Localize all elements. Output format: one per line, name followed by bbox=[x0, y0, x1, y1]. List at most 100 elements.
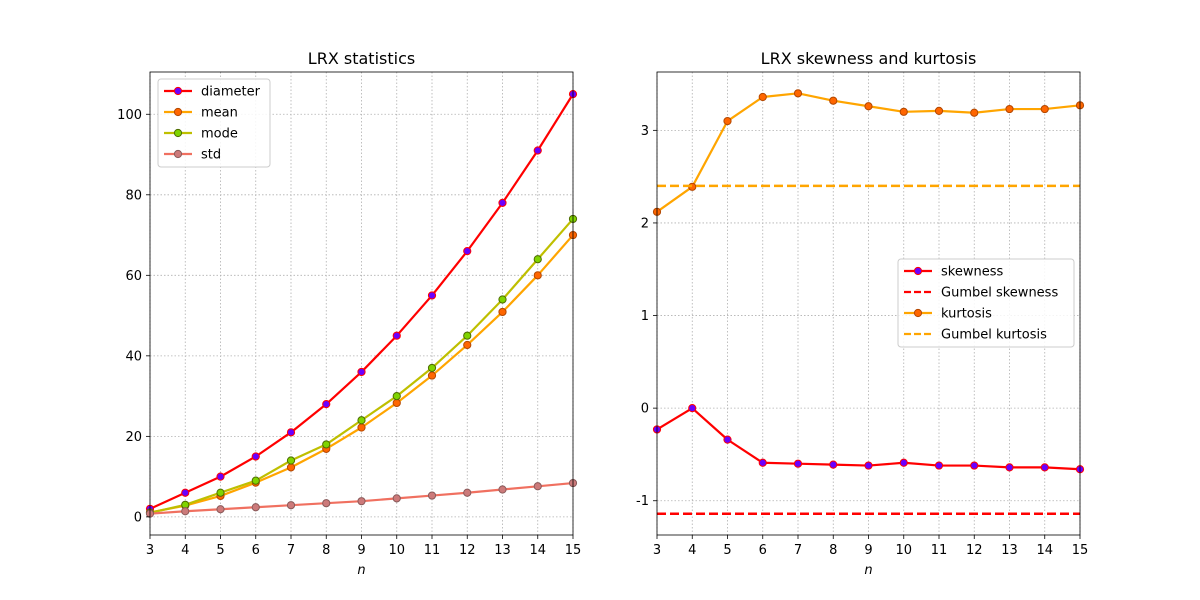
y-tick-label: 100 bbox=[117, 108, 142, 123]
x-tick-label: 8 bbox=[322, 543, 330, 558]
series-mean-point bbox=[427, 371, 437, 380]
series-std-point bbox=[322, 499, 331, 508]
series-kurtosis-point bbox=[970, 108, 979, 117]
series-mode-point bbox=[427, 363, 437, 373]
series-mean-point bbox=[533, 271, 542, 280]
x-tick-label: 4 bbox=[181, 543, 189, 558]
x-tick-label: 13 bbox=[494, 543, 511, 558]
series-mode-point bbox=[322, 440, 331, 449]
x-tick-label: 7 bbox=[287, 543, 295, 558]
series-skewness-point bbox=[899, 458, 908, 467]
y-tick-label: 2 bbox=[641, 216, 649, 231]
y-tick-label: 40 bbox=[125, 349, 142, 364]
legend-entry: skewness bbox=[904, 265, 1003, 280]
series-std-point bbox=[427, 491, 437, 500]
series-mean-point bbox=[357, 423, 366, 432]
chart-lrx-statistics: 3 4 5 6 7 8 9 10 11 12 13 14 15 0 20 40 60 80 100 LRX stati… bbox=[117, 49, 581, 578]
legend-label: kurtosis bbox=[941, 307, 992, 322]
y-tick-label: 0 bbox=[641, 402, 649, 417]
legend-entry: Gumbel skewness bbox=[904, 286, 1058, 301]
y-tick-label: 1 bbox=[641, 309, 649, 324]
series-skewness-point bbox=[793, 459, 803, 468]
x-axis-label: n bbox=[864, 563, 872, 578]
series-mode-point bbox=[216, 488, 225, 497]
x-tick-label: 10 bbox=[895, 543, 912, 558]
series-diameter-point bbox=[427, 291, 437, 300]
series-mean-point bbox=[498, 307, 507, 317]
legend-swatch-marker bbox=[173, 86, 183, 96]
series-skewness-point bbox=[688, 404, 697, 413]
x-tick-label: 6 bbox=[759, 543, 767, 558]
legend-swatch-marker bbox=[913, 266, 923, 276]
series-std-point bbox=[498, 485, 507, 494]
y-tick-label: -1 bbox=[636, 494, 649, 509]
series-kurtosis-point bbox=[723, 116, 732, 126]
series-mean-point bbox=[286, 463, 296, 472]
legend-label: diameter bbox=[201, 85, 261, 100]
legend-entry: std bbox=[164, 148, 221, 163]
series-mode-point bbox=[251, 476, 260, 485]
series-diameter-point bbox=[357, 367, 366, 377]
series-kurtosis-point bbox=[1040, 104, 1049, 114]
series-diameter-point bbox=[392, 331, 401, 340]
series-diameter-point bbox=[216, 472, 225, 481]
legend-box bbox=[157, 78, 271, 168]
series-skewness-line bbox=[656, 407, 1081, 471]
series-mean-point bbox=[463, 340, 472, 350]
legend-entry: mode bbox=[164, 127, 238, 142]
series-skewness-point bbox=[864, 461, 873, 470]
legend-label: mode bbox=[201, 127, 238, 142]
x-tick-label: 7 bbox=[794, 543, 802, 558]
series-std-point bbox=[286, 501, 296, 510]
series-kurtosis-point bbox=[758, 92, 767, 102]
x-tick-label: 12 bbox=[459, 543, 476, 558]
y-tick-label: 3 bbox=[641, 124, 649, 139]
series-kurtosis-point bbox=[899, 107, 908, 116]
series-diameter-point bbox=[533, 146, 542, 155]
x-tick-label: 10 bbox=[388, 543, 405, 558]
series-kurtosis-point bbox=[934, 106, 944, 115]
series-diameter-point bbox=[322, 400, 331, 409]
series-mode-point bbox=[286, 456, 296, 465]
x-tick-label: 9 bbox=[357, 543, 365, 558]
chart-title: LRX skewness and kurtosis bbox=[761, 49, 977, 68]
series-kurtosis-point bbox=[793, 89, 803, 98]
x-tick-label: 15 bbox=[565, 543, 582, 558]
legend-label: mean bbox=[201, 106, 238, 121]
series-skewness-point bbox=[970, 461, 979, 470]
series-skewness-point bbox=[758, 458, 767, 467]
series-mode-point bbox=[392, 392, 401, 401]
x-tick-label: 8 bbox=[829, 543, 837, 558]
x-tick-label: 5 bbox=[216, 543, 224, 558]
series-std-point bbox=[216, 505, 225, 514]
series-diameter-point bbox=[463, 247, 472, 256]
x-tick-label: 4 bbox=[688, 543, 696, 558]
legend-swatch-marker bbox=[173, 149, 183, 159]
legend-swatch-marker bbox=[913, 308, 923, 318]
legend-label: Gumbel kurtosis bbox=[941, 328, 1047, 343]
x-tick-label: 13 bbox=[1001, 543, 1018, 558]
x-tick-label: 3 bbox=[146, 543, 154, 558]
series-std-point bbox=[392, 494, 401, 503]
legend-label: std bbox=[201, 148, 221, 163]
legend-swatch-marker bbox=[173, 128, 183, 138]
x-tick-label: 3 bbox=[653, 543, 661, 558]
series-mode-point bbox=[533, 255, 542, 264]
series-mean-point bbox=[392, 398, 401, 408]
x-tick-label: 5 bbox=[723, 543, 731, 558]
series-std-point bbox=[251, 503, 260, 512]
legend-entry: Gumbel kurtosis bbox=[904, 328, 1047, 343]
series-std-point bbox=[357, 497, 366, 506]
legend-entry: mean bbox=[164, 106, 238, 121]
series-mode-point bbox=[498, 295, 507, 304]
series-skewness-point bbox=[1040, 463, 1049, 472]
legend: diameter mean mode std bbox=[157, 78, 271, 168]
series-kurtosis-point bbox=[864, 102, 873, 111]
series-std-point bbox=[181, 507, 190, 516]
y-tick-label: 0 bbox=[134, 510, 142, 525]
series-kurtosis-point bbox=[1005, 104, 1014, 114]
x-tick-label: 9 bbox=[864, 543, 872, 558]
series-diameter-point bbox=[498, 198, 507, 207]
